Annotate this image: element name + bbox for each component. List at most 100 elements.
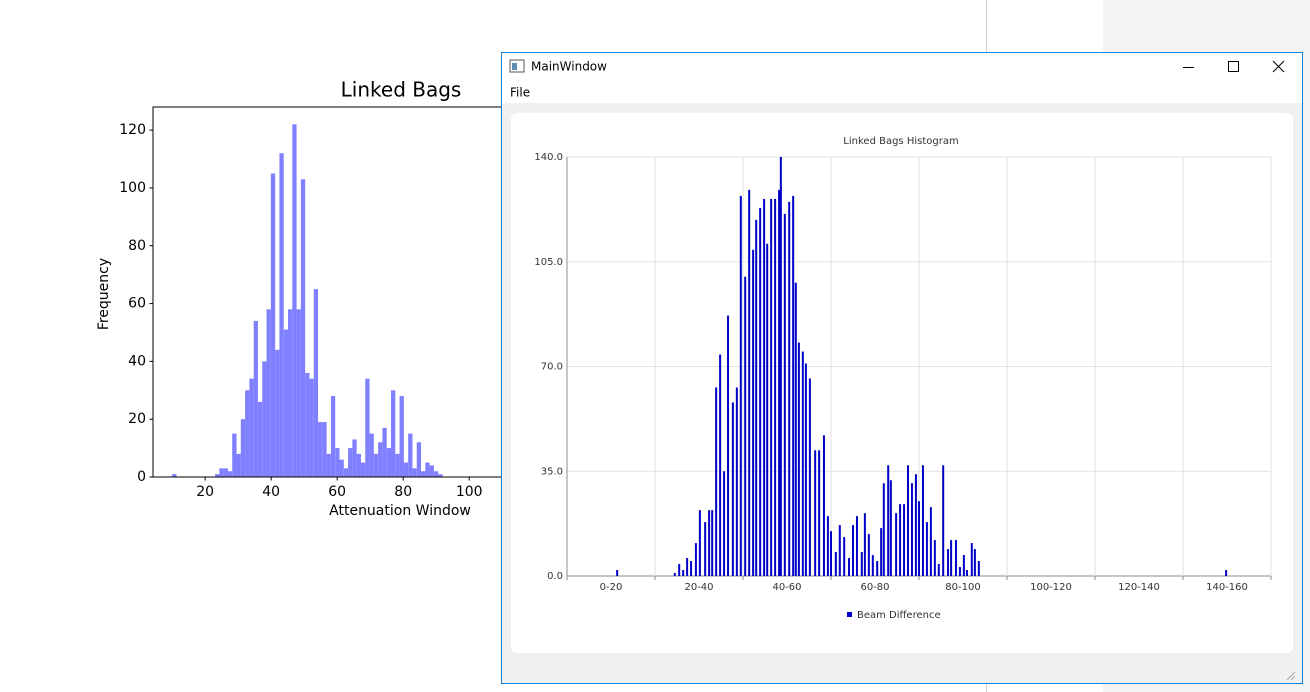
- bar: [257, 401, 263, 477]
- bar: [360, 462, 366, 477]
- bar: [262, 361, 267, 477]
- bar: [973, 549, 976, 576]
- bar: [403, 462, 409, 477]
- bar: [950, 540, 953, 576]
- close-button[interactable]: [1272, 60, 1285, 73]
- bar: [343, 468, 349, 477]
- menu-file[interactable]: File: [510, 86, 530, 100]
- bar: [249, 378, 254, 477]
- bar: [678, 564, 681, 576]
- bar: [788, 201, 791, 576]
- bar: [822, 435, 825, 576]
- bar: [830, 531, 832, 576]
- bar: [686, 558, 689, 576]
- bar: [965, 570, 968, 576]
- bar: [774, 198, 777, 576]
- bar: [172, 474, 177, 477]
- bar: [386, 448, 391, 477]
- bar: [748, 189, 751, 576]
- bar: [223, 468, 228, 477]
- bar: [818, 450, 821, 576]
- y-tick-label: 80: [128, 238, 146, 254]
- bar: [429, 465, 434, 477]
- y-tick-label: 20: [128, 411, 146, 427]
- x-tick-label: 100-120: [1030, 582, 1072, 593]
- bar: [1225, 570, 1228, 576]
- bar: [698, 510, 701, 576]
- x-tick-label: 80-100: [945, 582, 980, 593]
- bar: [899, 504, 902, 576]
- bar: [356, 453, 361, 477]
- bar: [352, 439, 357, 477]
- bar: [921, 465, 924, 576]
- bar: [871, 555, 874, 576]
- x-tick-label: 40-60: [772, 582, 801, 593]
- bar: [438, 474, 443, 477]
- bar: [914, 474, 917, 576]
- main-window: MainWindow File Linked Bags Histogram 0.…: [501, 52, 1303, 684]
- bar: [425, 462, 430, 477]
- bar: [783, 213, 786, 576]
- bar: [907, 465, 909, 576]
- bar: [804, 363, 807, 576]
- bar: [275, 349, 280, 477]
- bar: [977, 561, 980, 576]
- bar: [704, 522, 707, 576]
- y-tick-label: 105.0: [534, 257, 563, 268]
- x-tick-label: 0-20: [600, 582, 623, 593]
- title-bar: [502, 53, 1302, 82]
- y-axis-label: Frequency: [96, 258, 112, 330]
- y-tick-label: 120: [119, 122, 146, 138]
- app-icon-detail: [512, 63, 517, 70]
- x-tick-label: 120-140: [1118, 582, 1160, 593]
- bar: [933, 540, 936, 576]
- bar: [852, 525, 854, 576]
- bar: [227, 471, 233, 477]
- bar: [253, 320, 258, 477]
- bar: [880, 528, 883, 576]
- bar: [715, 387, 718, 576]
- bar: [887, 465, 890, 576]
- x-tick-label: 60-80: [860, 582, 889, 593]
- bar: [794, 282, 797, 576]
- x-tick-label: 80: [394, 484, 412, 500]
- bar: [970, 543, 973, 576]
- bar: [958, 567, 961, 576]
- bar: [288, 309, 293, 477]
- bar: [925, 522, 928, 576]
- bar: [889, 480, 892, 576]
- bar: [918, 501, 920, 576]
- x-tick-label: 20-40: [684, 582, 713, 593]
- bar: [910, 483, 913, 576]
- bar: [763, 198, 766, 576]
- bar: [759, 207, 762, 576]
- x-axis-label: Attenuation Window: [329, 503, 471, 519]
- bar: [711, 510, 714, 576]
- x-tick-label: 40: [262, 484, 280, 500]
- bar: [962, 555, 965, 576]
- bar: [335, 448, 340, 477]
- bar: [779, 157, 782, 576]
- bar: [727, 315, 730, 576]
- bar: [954, 540, 957, 576]
- x-tick-label: 140-160: [1206, 582, 1248, 593]
- bar: [744, 276, 747, 576]
- matplotlib-figure: Linked Bags Attenuation Window Frequency…: [96, 78, 561, 519]
- bar: [309, 378, 314, 477]
- bar: [382, 427, 387, 477]
- bar: [390, 390, 396, 477]
- bar: [270, 173, 276, 477]
- maximize-button[interactable]: [1228, 61, 1239, 72]
- bar: [855, 516, 858, 576]
- bar: [937, 564, 940, 576]
- bar: [867, 534, 870, 576]
- chart-title: Linked Bags Histogram: [843, 136, 958, 147]
- bar: [296, 309, 301, 477]
- bar: [860, 552, 863, 576]
- bar: [929, 507, 932, 576]
- bar: [723, 471, 726, 576]
- bar: [863, 513, 866, 576]
- bar: [378, 442, 383, 477]
- bar: [215, 474, 220, 477]
